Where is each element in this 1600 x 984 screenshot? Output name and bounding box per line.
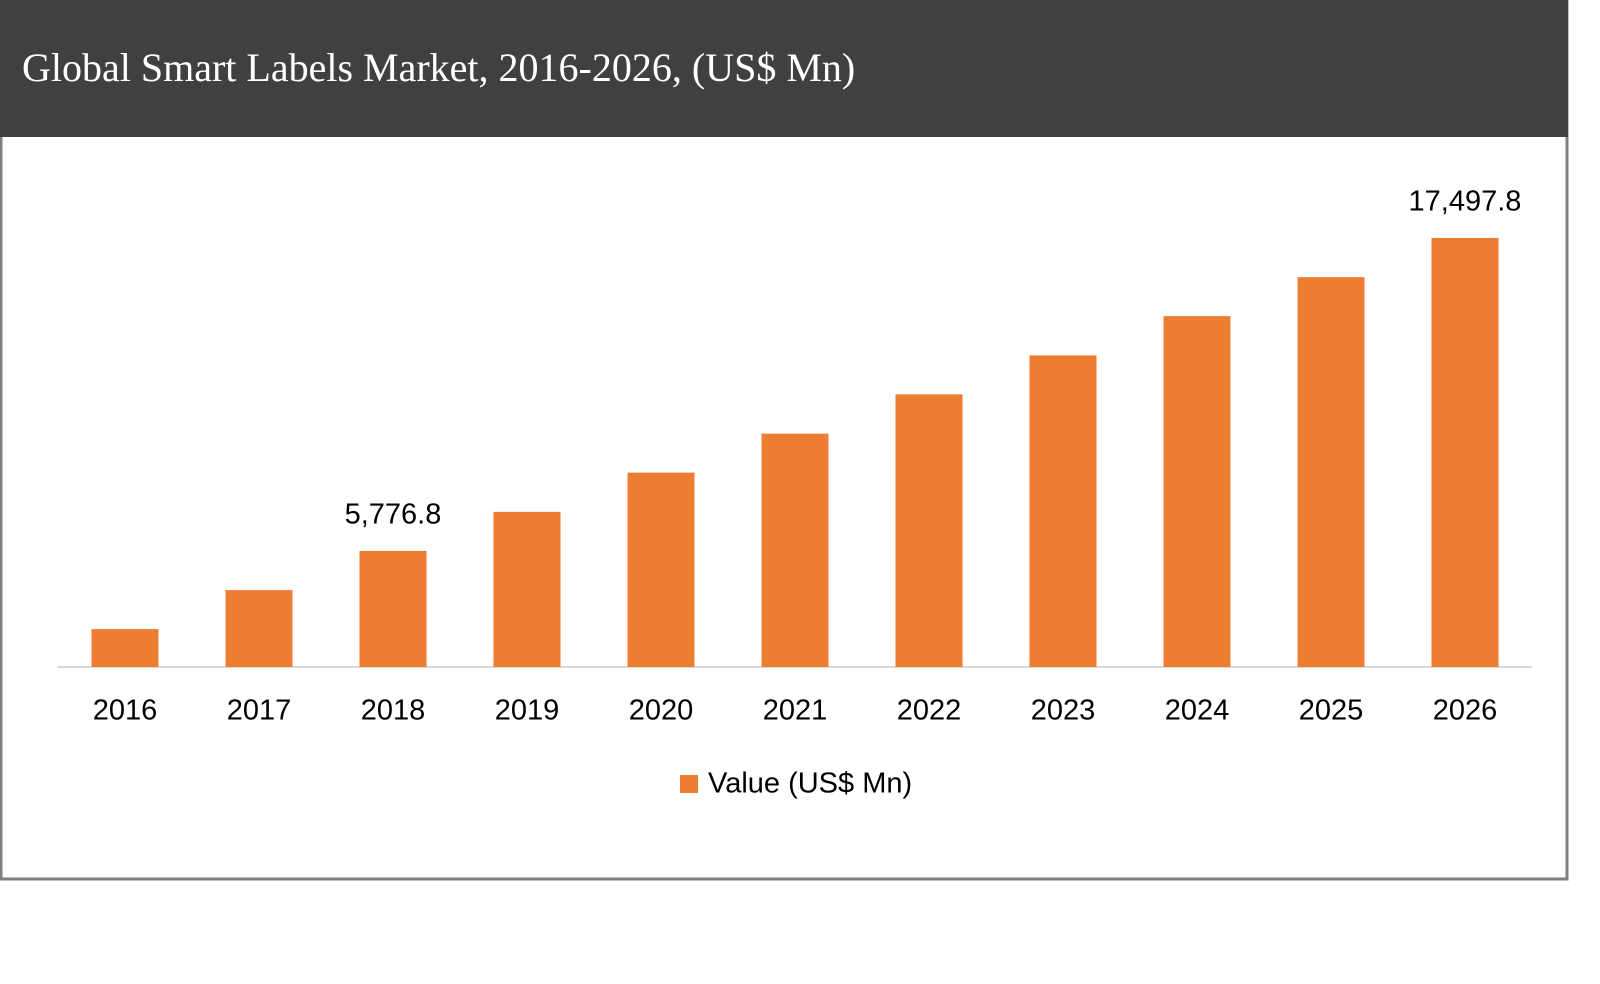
bar xyxy=(1297,277,1365,667)
bar xyxy=(91,629,159,667)
x-tick-label: 2023 xyxy=(1031,695,1096,727)
x-tick-label: 2024 xyxy=(1165,695,1230,727)
x-tick-label: 2025 xyxy=(1299,695,1364,727)
bar xyxy=(225,590,293,667)
x-tick-label: 2026 xyxy=(1433,695,1498,727)
bar xyxy=(627,472,695,667)
x-tick-label: 2017 xyxy=(227,695,292,727)
bar xyxy=(1163,316,1231,667)
x-tick-label: 2018 xyxy=(361,695,426,727)
x-tick-label: 2022 xyxy=(897,695,962,727)
x-tick-label: 2016 xyxy=(93,695,158,727)
x-tick-label: 2020 xyxy=(629,695,694,727)
bar xyxy=(1029,355,1097,667)
data-label: 17,497.8 xyxy=(1409,186,1522,218)
legend-swatch xyxy=(680,775,698,793)
legend-label: Value (US$ Mn) xyxy=(708,768,912,800)
x-tick-label: 2021 xyxy=(763,695,828,727)
bar xyxy=(895,394,963,667)
bar xyxy=(1431,237,1499,667)
x-tick-label: 2019 xyxy=(495,695,560,727)
data-label: 5,776.8 xyxy=(345,499,442,531)
bar xyxy=(761,433,829,667)
bar xyxy=(493,511,561,667)
title-bar xyxy=(0,0,1568,137)
chart-title: Global Smart Labels Market, 2016-2026, (… xyxy=(22,45,855,90)
bar xyxy=(359,550,427,667)
